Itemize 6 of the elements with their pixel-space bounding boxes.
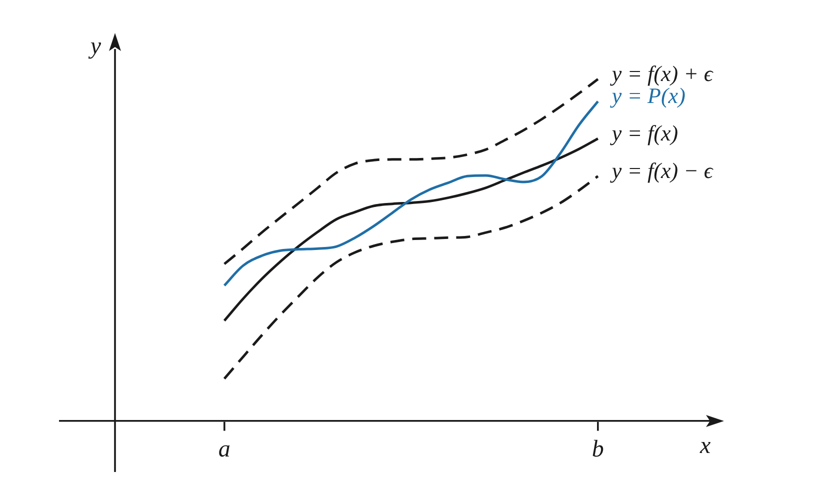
- series-label: y = f(x): [610, 120, 678, 146]
- x-tick-label: b: [592, 436, 604, 462]
- x-tick-label: a: [218, 436, 230, 462]
- y-axis-title: y: [88, 33, 102, 60]
- x-axis-title: x: [699, 433, 711, 460]
- series-label: y = f(x) − ϵ: [610, 158, 714, 183]
